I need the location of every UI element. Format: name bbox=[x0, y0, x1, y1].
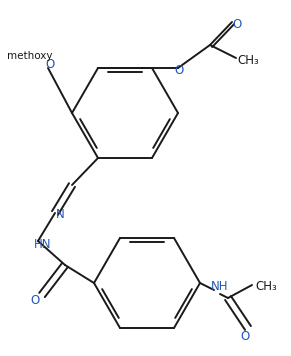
Text: O: O bbox=[45, 58, 55, 72]
Text: O: O bbox=[240, 330, 250, 342]
Text: NH: NH bbox=[211, 279, 229, 293]
Text: N: N bbox=[56, 209, 64, 221]
Text: HN: HN bbox=[34, 237, 52, 251]
Text: O: O bbox=[30, 293, 40, 307]
Text: O: O bbox=[233, 19, 242, 31]
Text: CH₃: CH₃ bbox=[237, 53, 259, 67]
Text: CH₃: CH₃ bbox=[255, 281, 277, 293]
Text: O: O bbox=[174, 64, 184, 78]
Text: methoxy: methoxy bbox=[7, 51, 53, 61]
